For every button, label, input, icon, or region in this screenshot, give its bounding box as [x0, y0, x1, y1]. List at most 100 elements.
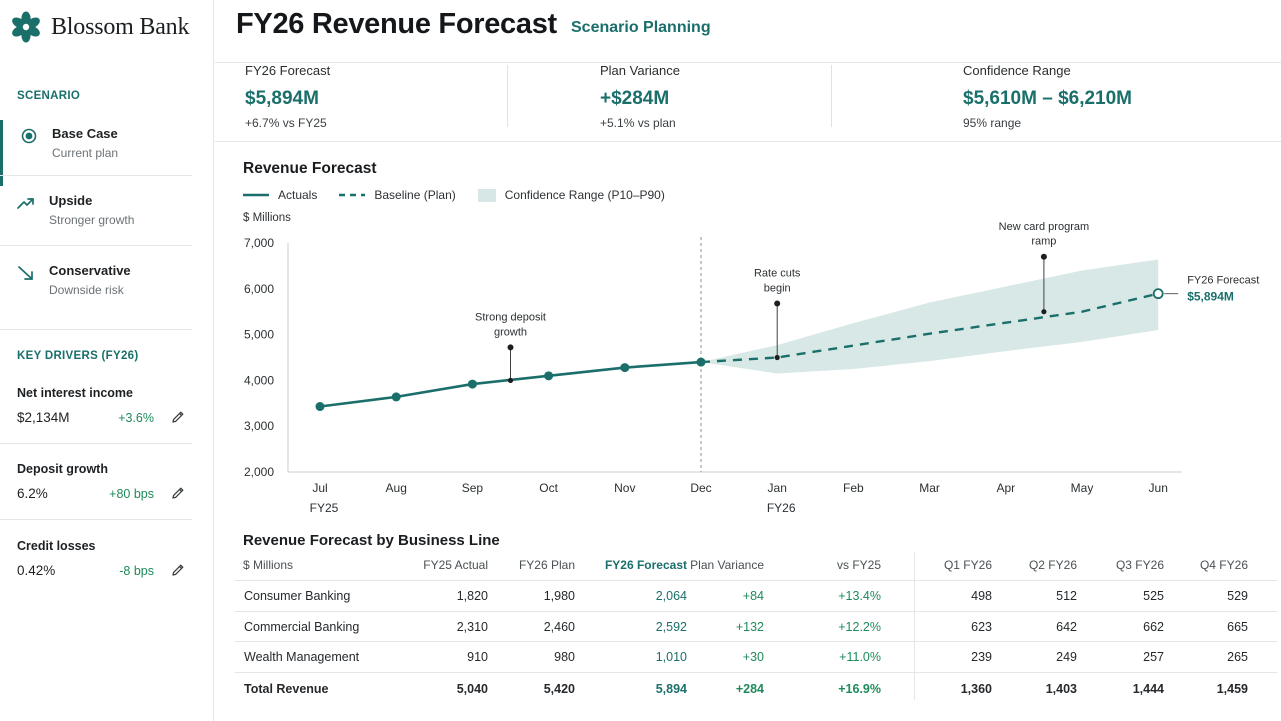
- page-title: FY26 Revenue Forecast: [236, 8, 557, 40]
- divider: [0, 329, 192, 330]
- chart-legend: Actuals Baseline (Plan) Confidence Range…: [243, 187, 687, 203]
- flower-logo-icon: [12, 11, 40, 43]
- kpi-sub: +5.1% vs plan: [600, 116, 676, 130]
- table-cell: 498: [971, 589, 992, 603]
- table-cell: +13.4%: [838, 589, 881, 603]
- driver-deposit-growth: Deposit growth 6.2% +80 bps: [17, 462, 192, 522]
- divider: [0, 443, 192, 444]
- column-header: Plan Variance: [690, 558, 764, 572]
- legend-label: Baseline (Plan): [374, 188, 456, 202]
- column-header: vs FY25: [836, 558, 881, 572]
- endpoint-value: $5,894M: [1187, 290, 1234, 304]
- column-header: Q3 FY26: [1115, 558, 1164, 572]
- driver-value: $2,134M: [17, 410, 70, 425]
- driver-value: 0.42%: [17, 563, 56, 578]
- kpi-value: $5,894M: [245, 88, 319, 109]
- table-cell: 257: [1143, 650, 1164, 664]
- kpi-value: +$284M: [600, 88, 670, 109]
- driver-change: +80 bps: [109, 487, 154, 501]
- drivers-section-title: KEY DRIVERS (FY26): [17, 350, 139, 362]
- x-tick-label: Feb: [843, 481, 864, 495]
- driver-change: +3.6%: [118, 411, 154, 425]
- row-divider: [235, 672, 1277, 673]
- y-tick-label: 4,000: [244, 373, 274, 387]
- dashed-line-swatch: [339, 193, 366, 197]
- table-cell: 1,360: [960, 682, 992, 696]
- scenario-upside[interactable]: Upside Stronger growth: [0, 187, 192, 253]
- annotation-dot: [507, 344, 514, 351]
- kpi-divider: [831, 65, 832, 127]
- table-cell: 5,040: [456, 682, 488, 696]
- endpoint-marker: [1152, 288, 1164, 300]
- legend-label: Confidence Range (P10–P90): [504, 188, 665, 202]
- trend-up-icon: [16, 193, 36, 213]
- brand[interactable]: Blossom Bank: [10, 10, 189, 44]
- x-tick-label: May: [1071, 481, 1094, 495]
- scenario-label: Upside: [49, 193, 93, 208]
- row-label: Wealth Management: [244, 650, 360, 664]
- y-tick-label: 7,000: [244, 236, 274, 250]
- actuals-point: [696, 357, 706, 367]
- legend-item-confidence[interactable]: Confidence Range (P10–P90): [477, 188, 665, 202]
- table-cell: 642: [1056, 620, 1077, 634]
- scenario-sub: Downside risk: [49, 283, 124, 297]
- driver-label: Deposit growth: [17, 462, 108, 476]
- table-cell: +11.0%: [839, 650, 881, 664]
- y-tick-label: 3,000: [244, 419, 274, 433]
- driver-label: Credit losses: [17, 539, 96, 553]
- x-tick-label: Jul: [312, 481, 327, 495]
- actuals-point: [467, 379, 477, 389]
- baseline-plan-line: [700, 292, 1159, 364]
- table-cell: 1,010: [655, 650, 687, 664]
- annotation-dot: [1040, 253, 1047, 260]
- column-header: FY26 Forecast: [604, 558, 687, 572]
- actuals-point: [315, 402, 325, 412]
- scenario-sub: Current plan: [52, 146, 119, 160]
- driver-label: Net interest income: [17, 386, 134, 400]
- divider: [0, 175, 192, 176]
- table-cell: 1,444: [1132, 682, 1164, 696]
- x-tick-label: Dec: [690, 481, 711, 495]
- legend-item-actuals[interactable]: Actuals: [243, 188, 317, 202]
- pencil-icon[interactable]: [170, 562, 186, 578]
- x-tick-label: Jan: [768, 481, 787, 495]
- actuals-point: [544, 371, 554, 381]
- kpi-sub: +6.7% vs FY25: [245, 116, 327, 130]
- annotation-label: Strong deposit: [475, 311, 546, 323]
- kpi-strip: FY26 Forecast $5,894M +6.7% vs FY25 Plan…: [215, 62, 1281, 142]
- legend-item-baseline[interactable]: Baseline (Plan): [339, 188, 456, 202]
- row-divider: [235, 580, 1277, 581]
- column-header: Q4 FY26: [1199, 558, 1248, 572]
- annotation-anchor: [774, 354, 780, 361]
- row-label: Total Revenue: [244, 682, 329, 696]
- scenario-base-case[interactable]: Base Case Current plan: [0, 120, 192, 186]
- table-cell: 2,592: [655, 620, 687, 634]
- y-tick-label: 2,000: [244, 465, 274, 479]
- table-cell: +16.9%: [838, 682, 881, 696]
- chart-y-unit: $ Millions: [243, 212, 291, 224]
- table-cell: 980: [554, 650, 575, 664]
- column-header: FY25 Actual: [423, 558, 488, 572]
- table-cell: 623: [971, 620, 992, 634]
- divider: [0, 245, 192, 246]
- table-cell: 529: [1227, 589, 1248, 603]
- band-swatch: [477, 188, 496, 202]
- pencil-icon[interactable]: [170, 409, 186, 425]
- kpi-label: Confidence Range: [963, 63, 1071, 78]
- scenario-label: Conservative: [49, 263, 131, 278]
- solid-line-swatch: [243, 193, 269, 197]
- annotation-label: New card program: [999, 221, 1089, 233]
- row-divider: [235, 641, 1277, 642]
- table-cell: 525: [1143, 589, 1164, 603]
- table-cell: 910: [467, 650, 488, 664]
- table-cell: 239: [971, 650, 992, 664]
- annotation-anchor: [1041, 309, 1047, 315]
- scenario-conservative[interactable]: Conservative Downside risk: [0, 257, 192, 323]
- table-cell: +84: [742, 589, 764, 603]
- row-label: Commercial Banking: [244, 620, 360, 634]
- year-label: FY26: [767, 501, 796, 515]
- table-cell: 265: [1227, 650, 1248, 664]
- x-tick-label: Nov: [614, 481, 635, 495]
- pencil-icon[interactable]: [170, 485, 186, 501]
- table-cell: +12.2%: [838, 620, 881, 634]
